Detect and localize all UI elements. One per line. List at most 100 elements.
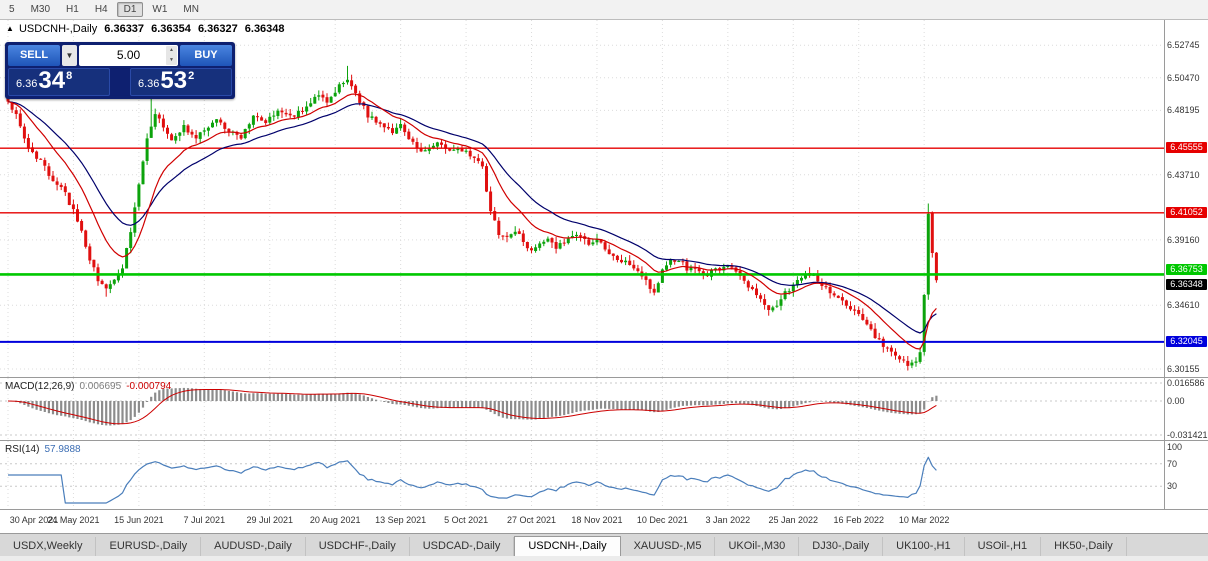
chart-tabs-bar: USDX,Weekly EURUSD-,Daily AUDUSD-,Daily USD… [0, 533, 1208, 556]
volume-input[interactable]: 5.00 ▲ ▼ [79, 45, 178, 66]
chart-tab-hk50-daily[interactable]: HK50-,Daily [1041, 537, 1127, 556]
date-label: 27 Oct 2021 [506, 515, 557, 525]
rsi-indicator-chart[interactable] [0, 441, 1164, 509]
date-label: 5 Oct 2021 [444, 515, 489, 525]
timeframe-button-h4[interactable]: H4 [94, 4, 108, 15]
macd-indicator-chart[interactable] [0, 378, 1164, 440]
date-label: 10 Mar 2022 [898, 515, 950, 525]
rsi-label-row: RSI(14) 57.9888 [5, 444, 81, 455]
price-tick: 6.43710 [1167, 169, 1200, 180]
price-tick: 6.48195 [1167, 105, 1200, 116]
panel-separator [0, 509, 1208, 510]
timeframe-button-5[interactable]: 5 [9, 4, 15, 15]
chevron-down-icon: ▼ [65, 51, 74, 60]
chart-title: ▲ USDCNH-,Daily 6.36337 6.36354 6.36327 … [6, 23, 285, 35]
price-tick: 6.52745 [1167, 40, 1200, 51]
price-line-badge: 6.41052 [1166, 206, 1207, 218]
chart-symbol-label: USDCNH-,Daily [18, 23, 98, 35]
panel-separator[interactable] [0, 377, 1208, 378]
current-price-badge: 6.36348 [1166, 279, 1207, 291]
timeframe-buttons: 5 M30 H1 H4 D1 W1 MN [0, 0, 1208, 19]
macd-panel[interactable]: MACD(12,26,9) 0.006695 -0.000794 [0, 378, 1164, 440]
ohlc-close: 6.36348 [244, 23, 285, 35]
chart-tab-dj30-daily[interactable]: DJ30-,Daily [799, 537, 884, 556]
date-label: 24 May 2021 [47, 515, 100, 525]
chart-tab-uk100-h1[interactable]: UK100-,H1 [883, 537, 965, 556]
sell-button[interactable]: SELL [8, 45, 60, 66]
date-label: 20 Aug 2021 [309, 515, 361, 525]
volume-dropdown[interactable]: ▼ [62, 45, 77, 66]
rsi-panel[interactable]: RSI(14) 57.9888 [0, 441, 1164, 509]
one-click-collapse-icon[interactable]: ▲ [6, 24, 14, 33]
date-label: 7 Jul 2021 [183, 515, 226, 525]
spinner-up-icon[interactable]: ▲ [169, 47, 174, 53]
price-tick: 6.39160 [1167, 234, 1200, 245]
rsi-tick: 30 [1167, 481, 1178, 492]
timeframe-toolbar: 5 M30 H1 H4 D1 W1 MN [0, 0, 1208, 20]
timeframe-button-h1[interactable]: H1 [66, 4, 79, 15]
chart-tab-usoil-h1[interactable]: USOil-,H1 [965, 537, 1042, 556]
sell-price-prefix: 6.36 [16, 78, 38, 90]
price-line-badge: 6.32045 [1166, 335, 1207, 347]
date-label: 30 Apr 2021 [9, 515, 59, 525]
candlestick-chart[interactable] [0, 20, 1164, 377]
price-chart-panel[interactable]: ▲ USDCNH-,Daily 6.36337 6.36354 6.36327 … [0, 20, 1164, 377]
macd-label: MACD(12,26,9) [5, 381, 75, 392]
date-label: 10 Dec 2021 [636, 515, 688, 525]
sell-price-pipette: 8 [66, 70, 73, 82]
price-axis: 6.52745 6.50470 6.48195 6.43710 6.39160 6.346… [1165, 20, 1208, 377]
timeframe-button-m30[interactable]: M30 [30, 4, 51, 15]
timeframe-button-w1[interactable]: W1 [152, 4, 168, 15]
bottom-strip [0, 556, 1208, 561]
date-label: 29 Jul 2021 [246, 515, 294, 525]
date-label: 13 Sep 2021 [375, 515, 427, 525]
rsi-label: RSI(14) [5, 444, 40, 455]
chart-tab-eurusd-daily[interactable]: EURUSD-,Daily [96, 537, 202, 556]
time-axis: 30 Apr 2021 24 May 2021 15 Jun 2021 7 Jul 2… [0, 510, 1164, 533]
one-click-trading-panel: SELL ▼ 5.00 ▲ ▼ BUY 6.36 34 8 [5, 42, 235, 99]
date-label: 18 Nov 2021 [571, 515, 623, 525]
date-label: 25 Jan 2022 [768, 515, 819, 525]
date-label: 16 Feb 2022 [833, 515, 884, 525]
panel-separator[interactable] [0, 440, 1208, 441]
chart-tab-usdchf-daily[interactable]: USDCHF-,Daily [306, 537, 410, 556]
sell-price-big: 34 [38, 67, 66, 94]
rsi-axis: 100 70 30 [1165, 441, 1208, 509]
volume-value: 5.00 [116, 48, 141, 62]
timeframe-button-d1[interactable]: D1 [116, 2, 144, 17]
buy-button[interactable]: BUY [180, 45, 232, 66]
ohlc-open: 6.36337 [104, 23, 145, 35]
buy-price-prefix: 6.36 [138, 78, 160, 90]
spinner-down-icon[interactable]: ▼ [169, 57, 174, 63]
date-label: 3 Jan 2022 [705, 515, 751, 525]
chart-tab-xauusd-m5[interactable]: XAUUSD-,M5 [621, 537, 716, 556]
price-line-badge: 6.36753 [1166, 264, 1207, 276]
date-label: 15 Jun 2021 [114, 515, 164, 525]
macd-tick: 0.00 [1167, 395, 1185, 406]
chart-tab-ukoil-m30[interactable]: UKOil-,M30 [715, 537, 800, 556]
macd-signal-value: -0.000794 [126, 381, 172, 392]
macd-main-value: 0.006695 [79, 381, 122, 392]
price-line-badge: 6.45555 [1166, 142, 1207, 154]
chart-tab-usdx-weekly[interactable]: USDX,Weekly [0, 537, 97, 556]
buy-price[interactable]: 6.36 53 2 [130, 68, 232, 96]
rsi-tick: 100 [1167, 442, 1183, 452]
price-tick: 6.34610 [1167, 300, 1200, 311]
chart-tab-audusd-daily[interactable]: AUDUSD-,Daily [201, 537, 306, 556]
price-tick: 6.50470 [1167, 72, 1200, 83]
chart-tab-usdcad-daily[interactable]: USDCAD-,Daily [410, 537, 515, 556]
sell-price[interactable]: 6.36 34 8 [8, 68, 110, 96]
price-tick: 6.30155 [1167, 364, 1200, 375]
buy-price-big: 53 [160, 67, 188, 94]
rsi-tick: 70 [1167, 458, 1178, 469]
price-axis-border [1164, 20, 1165, 510]
macd-axis: 0.016586 0.00 -0.031421 [1165, 378, 1208, 440]
macd-tick: 0.016586 [1167, 378, 1205, 388]
buy-price-pipette: 2 [188, 70, 195, 82]
macd-label-row: MACD(12,26,9) 0.006695 -0.000794 [5, 381, 171, 392]
ohlc-low: 6.36327 [197, 23, 238, 35]
chart-tab-usdcnh-daily[interactable]: USDCNH-,Daily [514, 536, 621, 556]
volume-spinner[interactable]: ▲ ▼ [166, 46, 177, 65]
timeframe-button-mn[interactable]: MN [183, 4, 199, 15]
